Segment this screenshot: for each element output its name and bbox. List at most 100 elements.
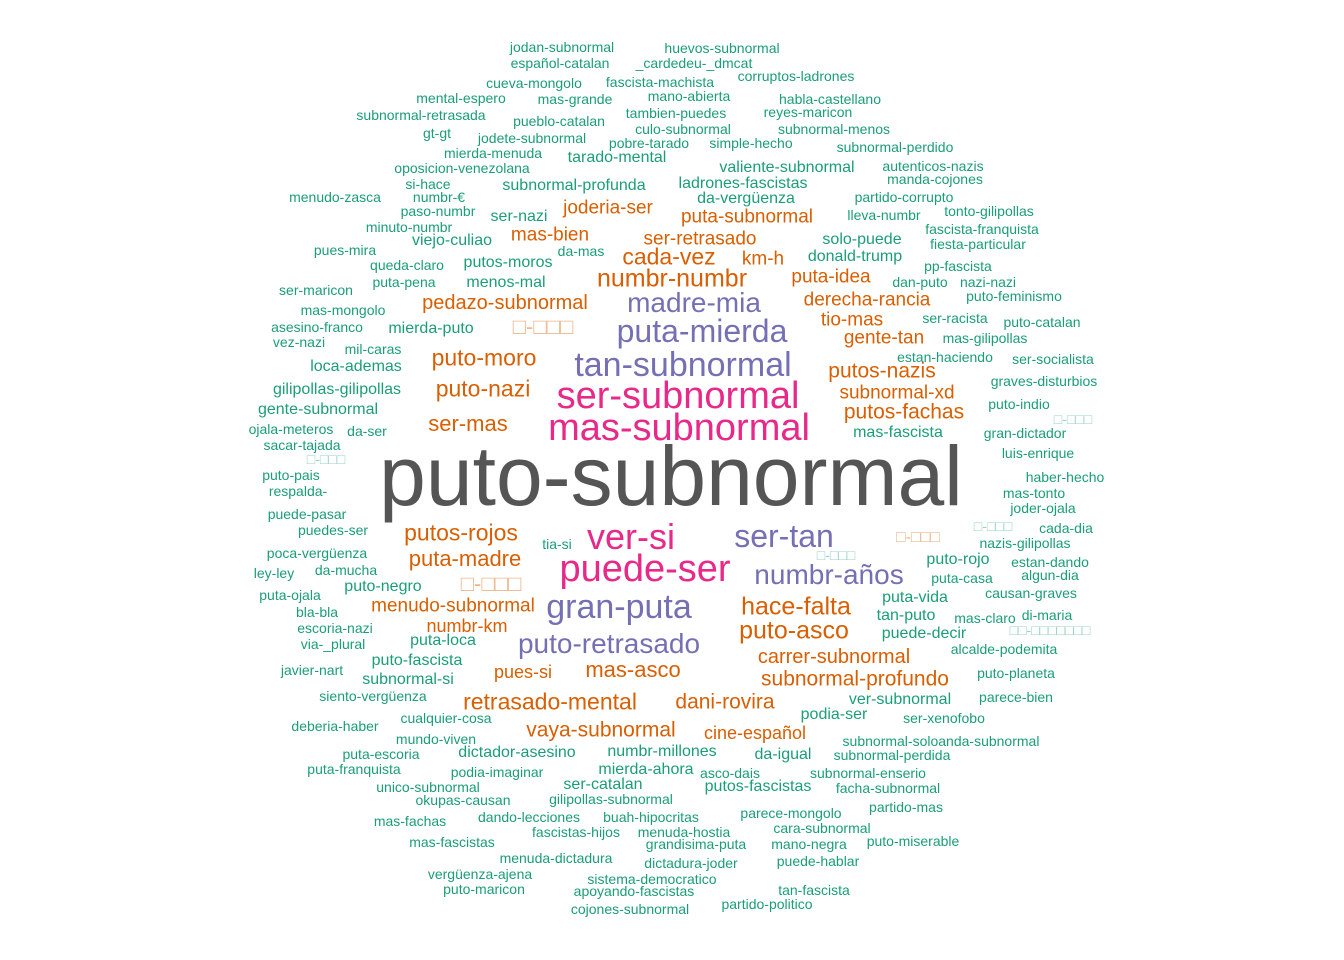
cloud-word: ser-racista — [922, 310, 988, 326]
cloud-word: puto-planeta — [977, 665, 1055, 681]
cloud-word: subnormal-perdida — [833, 747, 951, 763]
cloud-word: español-catalan — [510, 55, 610, 71]
cloud-word: culo-subnormal — [635, 121, 731, 137]
cloud-word: tia-si — [542, 536, 572, 552]
cloud-word: buah-hipocritas — [603, 809, 699, 825]
cloud-word: viejo-culiao — [411, 232, 493, 249]
cloud-word: huevos-subnormal — [664, 40, 780, 56]
cloud-word: _cardedeu-_dmcat — [635, 55, 753, 71]
cloud-word: respalda- — [268, 483, 328, 499]
cloud-word: da-vergüenza — [697, 190, 795, 207]
cloud-word: mas-claro — [954, 610, 1016, 626]
cloud-word: mil-caras — [344, 341, 402, 357]
cloud-word: jodete-subnormal — [477, 130, 587, 146]
cloud-word: tan-fascista — [778, 882, 850, 898]
cloud-word: bla-bla — [295, 604, 339, 620]
cloud-word: algun-dia — [1021, 567, 1079, 583]
cloud-word: mano-negra — [771, 836, 847, 852]
cloud-word: asesino-franco — [271, 319, 363, 335]
cloud-word: habla-castellano — [779, 91, 881, 107]
cloud-word: mas-fascista — [853, 424, 943, 441]
cloud-word: simple-hecho — [709, 135, 793, 151]
cloud-word: nazis-gilipollas — [979, 535, 1071, 551]
cloud-word: ser-maricon — [279, 282, 353, 298]
cloud-word: putos-nazis — [828, 359, 936, 383]
cloud-word: subnormal-xd — [839, 382, 955, 404]
cloud-word: causan-graves — [985, 585, 1077, 601]
cloud-word: puta-pena — [372, 274, 436, 290]
cloud-word: tarado-mental — [567, 149, 667, 166]
cloud-word: apoyando-fascistas — [573, 883, 695, 899]
cloud-word: menudo-subnormal — [371, 595, 535, 617]
cloud-word: gilipollas-gilipollas — [272, 381, 402, 398]
cloud-word: km-h — [741, 248, 785, 270]
cloud-word: okupas-causan — [415, 792, 511, 808]
cloud-word: gente-tan — [843, 327, 925, 349]
cloud-word: subnormal-profundo — [761, 667, 949, 691]
cloud-word: subnormal-enserio — [810, 765, 926, 781]
cloud-word: □□-□□□□□□□ — [1009, 622, 1091, 638]
cloud-word: puto-retrasado — [517, 628, 701, 659]
cloud-word: mental-espero — [416, 90, 506, 106]
cloud-word: puto-feminismo — [966, 288, 1062, 304]
cloud-word: puta-idea — [791, 266, 871, 288]
cloud-word: puede-hablar — [776, 853, 860, 869]
cloud-word: puto-indio — [988, 396, 1050, 412]
cloud-word: oposicion-venezolana — [394, 160, 530, 176]
cloud-word: cueva-mongolo — [486, 75, 582, 91]
cloud-word: jodan-subnormal — [509, 39, 615, 55]
cloud-word: mas-tonto — [1002, 485, 1066, 501]
cloud-word: corruptos-ladrones — [737, 68, 855, 84]
cloud-word: menudo-zasca — [289, 189, 381, 205]
cloud-word: estan-haciendo — [897, 349, 993, 365]
cloud-word: nazi-nazi — [959, 274, 1017, 290]
cloud-word: fascista-machista — [605, 74, 715, 90]
cloud-word: luis-enrique — [1001, 445, 1075, 461]
cloud-word: putos-rojos — [404, 519, 518, 546]
cloud-word: mierda-puto — [388, 320, 474, 337]
cloud-word: ser-retrasado — [643, 228, 757, 250]
cloud-word: pedazo-subnormal — [422, 292, 588, 314]
cloud-word: puto-subnormal — [379, 429, 963, 523]
cloud-word: mas-mongolo — [300, 302, 386, 318]
cloud-word: dictador-asesino — [458, 744, 576, 761]
cloud-word: cualquier-cosa — [400, 710, 492, 726]
cloud-word: mundo-viven — [395, 731, 477, 747]
cloud-word: mas-bien — [510, 224, 590, 246]
cloud-word: ser-nazi — [490, 208, 548, 225]
cloud-word: si-hace — [405, 176, 451, 192]
cloud-word: pueblo-catalan — [513, 113, 605, 129]
cloud-word: escoria-nazi — [297, 620, 373, 636]
cloud-word: via-_plural — [300, 636, 366, 652]
cloud-word: grandisima-puta — [645, 836, 747, 852]
cloud-word: cojones-subnormal — [570, 901, 690, 917]
cloud-word: ser-subnormal — [556, 375, 800, 417]
cloud-word: sacar-tajada — [263, 437, 341, 453]
cloud-word: autenticos-nazis — [882, 158, 984, 174]
cloud-word: dani-rovira — [675, 690, 775, 714]
cloud-word: subnormal-perdido — [836, 139, 954, 155]
cloud-word: vaya-subnormal — [526, 718, 676, 742]
cloud-word: parece-bien — [979, 689, 1053, 705]
cloud-word: fiesta-particular — [930, 236, 1026, 252]
cloud-word: puto-asco — [739, 616, 849, 645]
cloud-word: ladrones-fascistas — [678, 175, 808, 192]
cloud-word: podia-ser — [800, 706, 868, 723]
cloud-word: mano-abierta — [647, 88, 731, 104]
cloud-word: da-mas — [557, 243, 605, 259]
cloud-word: mas-fachas — [373, 813, 447, 829]
cloud-word: parece-mongolo — [740, 805, 842, 821]
cloud-word: puede-decir — [881, 625, 967, 642]
cloud-word: queda-claro — [370, 257, 444, 273]
cloud-word: alcalde-podemita — [950, 641, 1058, 657]
cloud-word: reyes-maricon — [763, 104, 853, 120]
cloud-word: haber-hecho — [1025, 469, 1105, 485]
cloud-word: puede-pasar — [267, 506, 347, 522]
cloud-word: ser-socialista — [1012, 351, 1094, 367]
cloud-word: dan-puto — [892, 274, 948, 290]
cloud-word: graves-disturbios — [990, 373, 1098, 389]
cloud-word: subnormal-soloanda-subnormal — [842, 733, 1040, 749]
cloud-word: ver-si — [587, 516, 675, 557]
cloud-word: ley-ley — [253, 565, 295, 581]
cloud-word: donald-trump — [807, 248, 903, 265]
